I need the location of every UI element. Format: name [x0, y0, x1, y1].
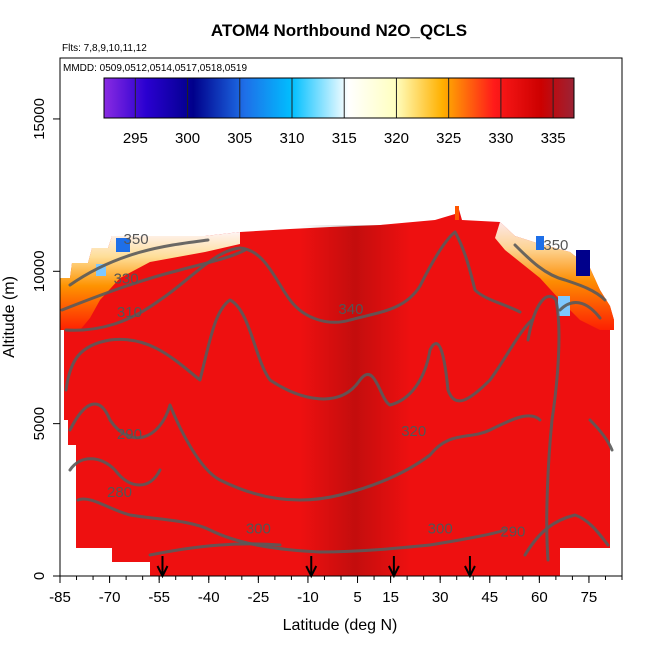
y-tick-label: 10000: [31, 250, 48, 292]
contour-label: 320: [401, 423, 426, 440]
contour-label: 330: [114, 270, 139, 287]
contour-line: [513, 243, 607, 302]
contour-label: 310: [117, 304, 142, 321]
contour-label: 350: [543, 237, 568, 254]
contour-line: [523, 513, 610, 557]
heatmap-spike: [455, 206, 459, 220]
contour-line: [588, 418, 614, 452]
heatmap-blue-patch-south2: [96, 264, 106, 276]
heatmap-blue-patch-south: [116, 238, 130, 252]
contour-label: 300: [428, 520, 453, 537]
x-tick-label: -25: [248, 589, 270, 606]
x-tick-label: 5: [353, 589, 361, 606]
colorbar-tick-label: 330: [488, 130, 513, 147]
x-tick-label: -40: [198, 589, 220, 606]
x-tick-label: 60: [531, 589, 548, 606]
y-tick-label: 15000: [31, 98, 48, 140]
x-axis: -85 -70 -55 -40 -25 -10 5 15 30 45 60 75: [49, 575, 623, 606]
flights-note: Flts: 7,8,9,10,11,12: [62, 43, 147, 54]
x-tick-label: 30: [432, 589, 449, 606]
colorbar-gradient: [104, 78, 574, 118]
y-tick-label: 0: [31, 572, 48, 580]
y-axis-label: Altitude (m): [1, 276, 18, 358]
x-tick-label: 15: [382, 589, 399, 606]
colorbar-tick-label: 295: [123, 130, 148, 147]
contour-line: [68, 238, 210, 287]
contour-label: 280: [107, 484, 132, 501]
contour-line: [76, 497, 507, 554]
colorbar-tick-label: 335: [541, 130, 566, 147]
contour-line: [64, 298, 534, 407]
x-tick-label: -85: [49, 589, 71, 606]
colorbar-tick-label: 310: [279, 130, 304, 147]
contour-label: 290: [117, 426, 142, 443]
x-tick-label: -70: [99, 589, 121, 606]
colorbar-tick-label: 320: [384, 130, 409, 147]
heatmap-tropics-shade: [300, 225, 410, 576]
contour-line: [64, 230, 522, 332]
x-axis-label: Latitude (deg N): [283, 617, 398, 634]
dates-note: MMDD: 0509,0512,0514,0517,0518,0519: [63, 63, 247, 74]
contour-line: [68, 402, 542, 502]
heatmap-blue-patch-north2: [576, 250, 590, 276]
x-tick-label: 45: [481, 589, 498, 606]
x-tick-label: 75: [581, 589, 598, 606]
colorbar-tick-label: 300: [175, 130, 200, 147]
colorbar: 295 300 305 310 315 320 325 330 335: [103, 77, 575, 147]
colorbar-tick-label: 325: [436, 130, 461, 147]
chart-title: ATOM4 Northbound N2O_QCLS: [211, 21, 467, 40]
contour-line: [558, 301, 602, 320]
y-tick-label: 5000: [31, 407, 48, 440]
colorbar-ticks: 295 300 305 310 315 320 325 330 335: [123, 78, 566, 147]
contour-lines: [60, 230, 614, 562]
contour-labels: 350 330 310 340 320 290 280 300 300 290 350: [107, 231, 568, 541]
contour-line: [526, 294, 561, 562]
colorbar-border: [103, 77, 575, 119]
contour-label: 340: [338, 301, 363, 318]
contour-line: [60, 248, 247, 312]
x-tick-label: -55: [148, 589, 170, 606]
colorbar-tick-label: 315: [332, 130, 357, 147]
heatmap-upper-band: [60, 232, 240, 330]
contour-line: [148, 542, 282, 557]
contour-line: [68, 457, 162, 487]
contour-label: 300: [246, 520, 271, 537]
contour-label: 350: [124, 231, 149, 248]
contour-label: 290: [500, 523, 525, 540]
colorbar-tick-label: 305: [227, 130, 252, 147]
x-tick-label: -10: [297, 589, 319, 606]
heatmap-blue-patch-north: [536, 236, 544, 250]
y-axis: 0 5000 10000 15000: [31, 58, 61, 580]
